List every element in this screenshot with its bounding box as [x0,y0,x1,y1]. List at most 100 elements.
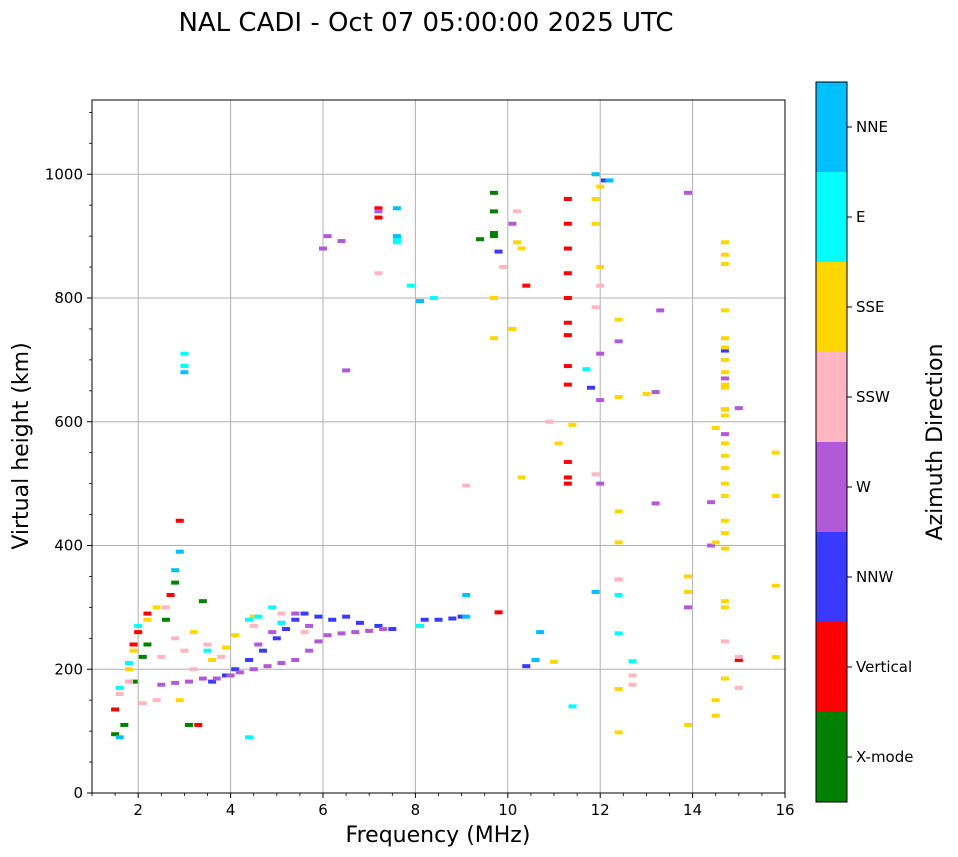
colorbar-category-label: NNE [856,118,888,136]
data-point [355,620,364,625]
data-point [185,679,194,684]
data-point [651,390,660,395]
data-point [614,593,623,597]
data-point [591,305,600,310]
colorbar-category-label: W [856,478,871,496]
data-point [300,630,309,635]
data-point [499,265,508,270]
data-point [277,661,286,666]
data-point [138,654,147,659]
data-point [448,616,457,621]
colorbar-category-label: E [856,208,865,226]
data-point [111,732,120,737]
data-point [291,611,300,616]
data-point [614,339,623,344]
data-point [596,283,605,288]
data-point [614,687,623,692]
data-point [124,667,133,672]
data-point [143,617,152,622]
data-point [235,670,244,675]
data-point [720,385,729,390]
data-point [720,261,729,266]
data-point [392,206,401,211]
data-point [563,197,572,201]
data-point [489,209,498,214]
data-point [531,657,540,662]
data-point [711,540,720,545]
chart-title: NAL CADI - Oct 07 05:00:00 2025 UTC [178,8,673,38]
data-point [545,419,554,424]
x-tick-label: 8 [411,801,421,819]
data-point [277,611,286,616]
data-point [591,221,600,226]
data-point [161,617,170,622]
colorbar-swatch [816,82,847,172]
data-point [124,661,133,666]
series-nne [115,172,614,740]
data-point [277,620,286,625]
data-point [272,636,281,641]
data-point [720,240,729,245]
data-point [249,667,258,672]
data-point [651,501,660,506]
data-point [720,605,729,610]
data-point [720,676,729,681]
data-point [554,441,563,446]
data-marks [111,172,780,740]
data-point [189,667,198,672]
colorbar-swatch [816,442,847,532]
data-point [720,370,729,375]
data-point [175,698,184,703]
data-point [462,593,471,597]
data-point [734,406,743,411]
data-point [734,654,743,659]
data-point [628,673,637,678]
x-tick-label: 6 [318,801,328,819]
data-point [226,673,235,678]
data-point [563,364,572,369]
data-point [392,240,401,245]
data-point [563,296,572,300]
data-point [720,348,729,353]
data-point [180,370,189,375]
data-point [323,234,332,239]
data-point [180,364,189,369]
y-tick-label: 800 [54,289,83,307]
data-point [707,543,716,548]
data-point [720,546,729,551]
data-point [508,221,517,226]
data-point [143,642,152,647]
data-point [771,583,780,588]
data-point [563,271,572,276]
data-point [720,252,729,257]
data-point [711,698,720,703]
colorbar-category-label: SSW [856,388,890,406]
data-point [171,580,180,585]
data-point [771,494,780,498]
data-point [720,336,729,341]
data-point [198,676,207,681]
data-point [258,648,267,653]
colorbar-swatch [816,622,847,712]
data-point [614,540,623,545]
data-point [314,639,323,644]
data-point [563,333,572,338]
plot-frame [91,99,786,794]
data-point [416,623,425,628]
data-point [166,593,175,597]
data-point [720,494,729,498]
data-point [596,481,605,486]
data-point [245,735,254,740]
data-point [374,623,383,628]
data-point [374,271,383,276]
data-point [374,209,383,214]
data-point [522,283,531,288]
data-point [614,395,623,399]
grid-lines [92,100,786,794]
data-point [138,701,147,706]
data-point [683,722,692,727]
data-point [536,630,545,635]
y-tick-label: 400 [54,537,83,555]
data-point [683,589,692,594]
data-point [720,345,729,350]
